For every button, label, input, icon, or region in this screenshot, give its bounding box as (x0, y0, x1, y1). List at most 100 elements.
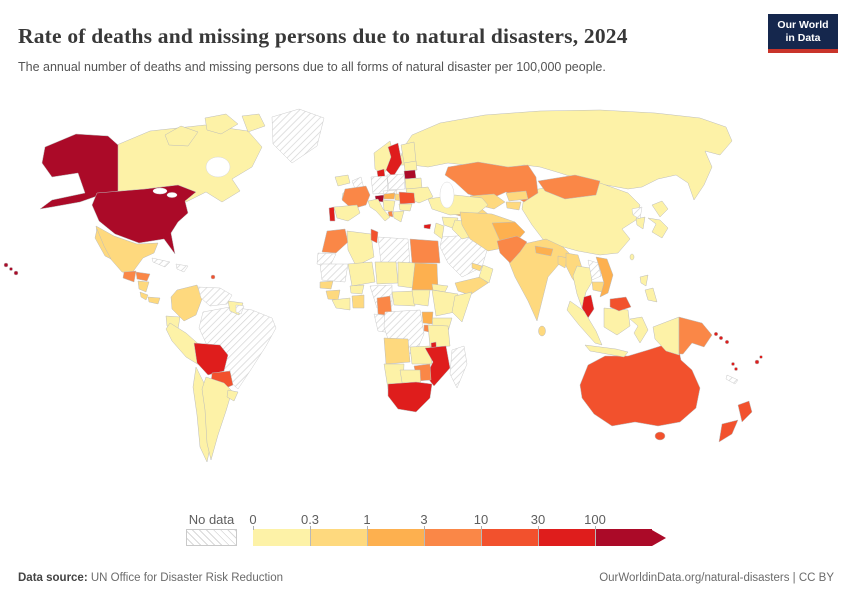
country-mauritania[interactable] (319, 263, 349, 283)
country-morocco[interactable] (321, 228, 349, 254)
country-united-states[interactable] (91, 184, 197, 255)
country-united-states-hawaii-3[interactable] (13, 270, 19, 276)
country-philippines-luzon[interactable] (639, 274, 649, 287)
country-libya[interactable] (377, 236, 411, 264)
country-indonesia-sumatra[interactable] (566, 300, 603, 346)
country-mozambique[interactable] (424, 345, 451, 387)
country-niger[interactable] (374, 261, 399, 285)
country-guinea[interactable] (325, 289, 341, 301)
country-bolivia[interactable] (193, 342, 229, 376)
country-guatemala[interactable] (122, 270, 137, 283)
country-fiji-2[interactable] (759, 355, 763, 359)
country-indonesia-papua[interactable] (652, 316, 680, 356)
country-burkina-faso[interactable] (349, 284, 365, 295)
country-australia-tasmania[interactable] (654, 431, 666, 441)
country-fiji-1[interactable] (754, 359, 760, 365)
country-tunisia[interactable] (370, 228, 379, 244)
owid-logo[interactable]: Our World in Data (768, 14, 838, 54)
country-madagascar[interactable] (449, 345, 468, 389)
country-estonia-latvia[interactable] (403, 160, 418, 172)
country-cote-divoire[interactable] (331, 297, 351, 311)
legend-no-data[interactable]: No data (186, 512, 237, 546)
country-nicaragua[interactable] (137, 280, 150, 293)
country-belarus[interactable] (404, 177, 423, 190)
country-ghana[interactable] (351, 294, 365, 309)
country-bangladesh[interactable] (557, 255, 569, 269)
country-vanuatu-2[interactable] (734, 367, 738, 371)
no-data-swatch[interactable] (186, 529, 237, 546)
country-panama[interactable] (147, 296, 161, 305)
country-philippines-mindanao[interactable] (644, 287, 658, 303)
country-united-states-hawaii-2[interactable] (9, 267, 13, 271)
country-central-african-republic[interactable] (391, 290, 416, 307)
country-egypt[interactable] (409, 238, 441, 264)
country-nepal[interactable] (534, 245, 554, 257)
colorbar-segment[interactable] (253, 529, 310, 546)
country-angola[interactable] (383, 337, 411, 365)
country-portugal[interactable] (328, 206, 336, 222)
credit-link[interactable]: OurWorldinData.org/natural-disasters | C… (599, 572, 834, 584)
country-bulgaria[interactable] (398, 203, 413, 212)
country-canada-arctic-2[interactable] (204, 113, 239, 135)
country-yemen[interactable] (454, 276, 489, 296)
colorbar-segment[interactable] (424, 529, 481, 546)
country-poland[interactable] (386, 173, 406, 191)
country-peru[interactable] (165, 322, 204, 366)
country-argentina[interactable] (201, 376, 233, 461)
country-australia[interactable] (579, 342, 701, 427)
country-balkans[interactable] (382, 199, 396, 213)
country-mexico-baja[interactable] (94, 228, 112, 260)
country-mongolia[interactable] (537, 174, 601, 200)
country-lesser-antilles[interactable] (210, 274, 216, 280)
country-india[interactable] (506, 238, 573, 322)
country-indonesia-sulawesi[interactable] (629, 316, 649, 344)
colorbar-segment[interactable] (367, 529, 424, 546)
country-china[interactable] (521, 182, 641, 256)
country-tajikistan[interactable] (505, 201, 522, 211)
country-uganda[interactable] (421, 311, 434, 325)
country-cuba[interactable] (151, 257, 171, 268)
colorbar-segment[interactable] (310, 529, 367, 546)
country-pakistan[interactable] (496, 235, 528, 264)
country-austria[interactable] (383, 192, 396, 200)
country-spain[interactable] (333, 204, 361, 222)
country-albania[interactable] (387, 210, 394, 218)
country-new-zealand-south[interactable] (718, 419, 739, 443)
country-cyprus[interactable] (423, 223, 432, 230)
country-algeria[interactable] (346, 230, 375, 267)
country-malaysia-borneo[interactable] (609, 296, 632, 312)
country-japan-hokkaido[interactable] (651, 200, 669, 218)
colorbar-segment[interactable] (481, 529, 538, 546)
country-tanzania[interactable] (427, 324, 451, 348)
country-new-zealand-north[interactable] (737, 400, 753, 423)
country-romania[interactable] (398, 191, 416, 205)
colorbar-segment[interactable] (538, 529, 595, 546)
country-jordan-israel[interactable] (433, 222, 445, 240)
country-uruguay[interactable] (226, 389, 239, 402)
country-indonesia-java[interactable] (584, 344, 629, 358)
country-turkey[interactable] (427, 194, 489, 216)
country-costa-rica[interactable] (139, 291, 149, 301)
country-suriname[interactable] (235, 304, 245, 315)
country-united-states-alaska[interactable] (39, 133, 119, 210)
country-senegal[interactable] (319, 280, 334, 290)
colorbar-segment[interactable] (595, 529, 652, 546)
country-south-africa[interactable] (387, 381, 433, 413)
country-italy[interactable] (367, 198, 391, 222)
country-mali[interactable] (347, 261, 376, 287)
country-colombia[interactable] (170, 284, 203, 322)
country-iceland[interactable] (334, 174, 351, 187)
country-taiwan[interactable] (629, 253, 635, 261)
country-france[interactable] (341, 185, 371, 210)
country-united-states-hawaii[interactable] (3, 262, 9, 268)
country-indonesia-kalimantan[interactable] (603, 307, 631, 336)
country-laos[interactable] (587, 259, 602, 281)
country-solomon-islands-1[interactable] (713, 331, 719, 337)
country-vanuatu-1[interactable] (731, 362, 735, 366)
country-new-caledonia[interactable] (725, 374, 739, 385)
country-oman[interactable] (478, 264, 494, 284)
country-south-korea[interactable] (635, 216, 646, 230)
country-lithuania[interactable] (403, 169, 417, 180)
country-brazil[interactable] (198, 306, 277, 390)
country-united-arab-emirates[interactable] (471, 262, 483, 272)
